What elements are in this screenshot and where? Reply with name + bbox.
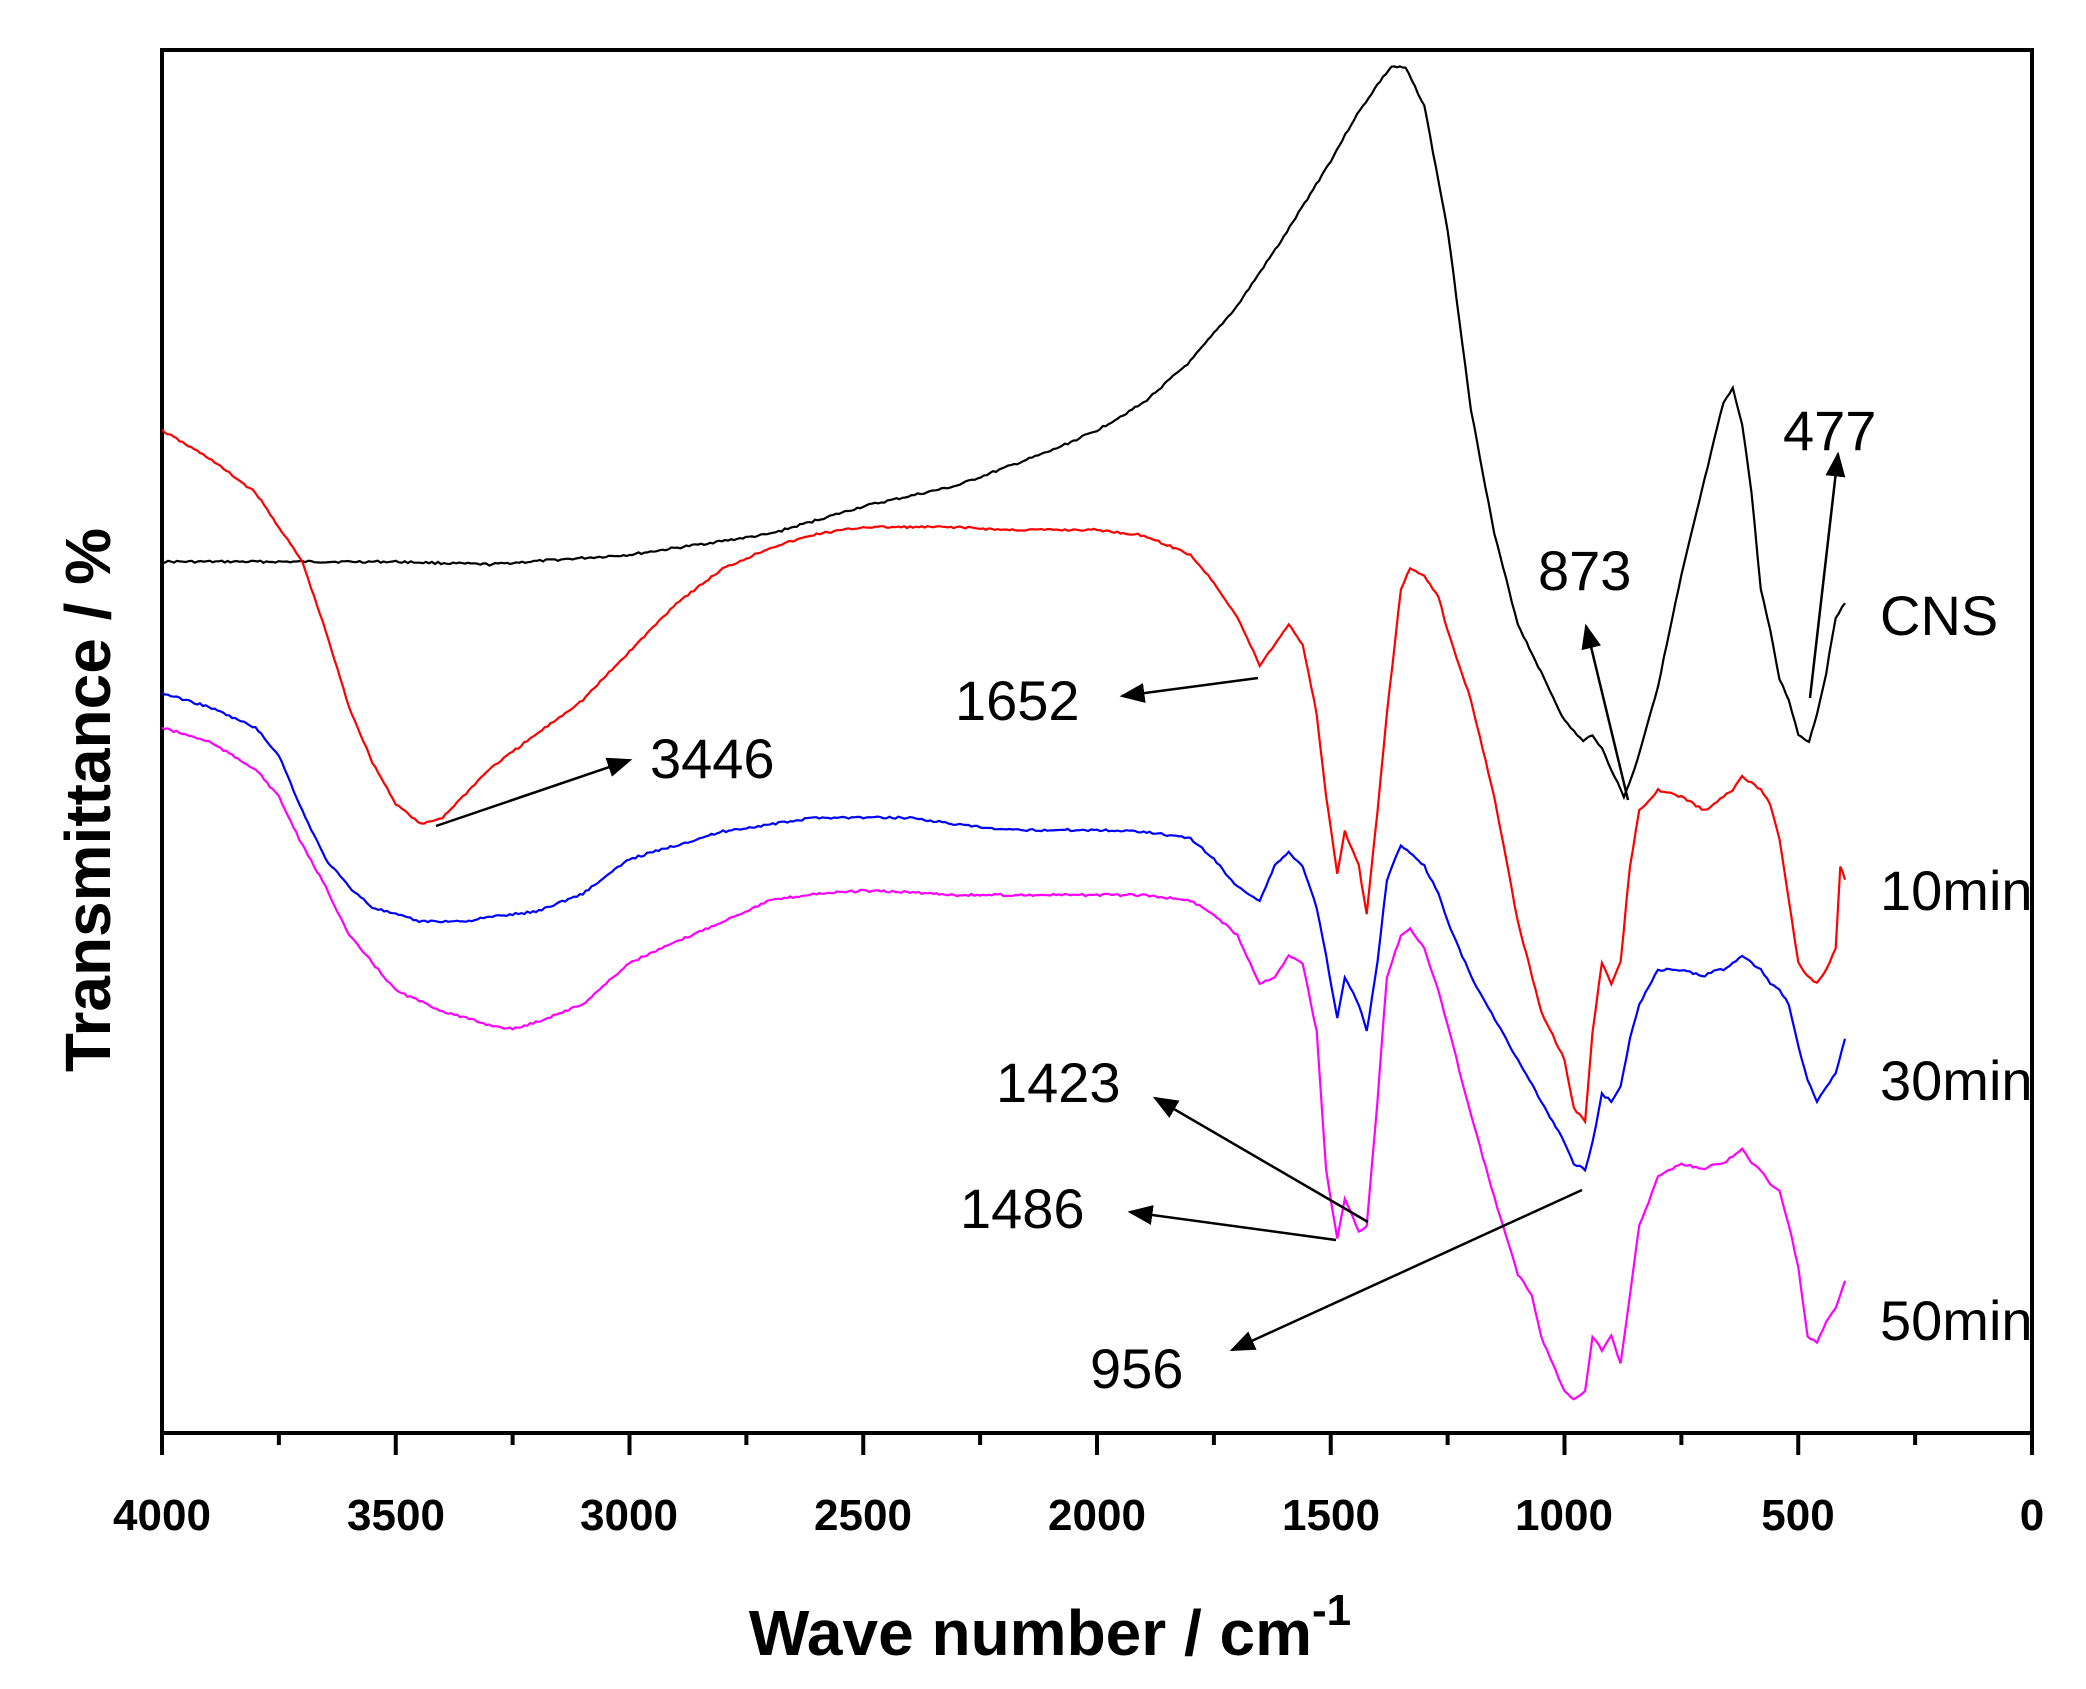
series-line-10min	[161, 428, 1847, 1125]
x-tick-label: 3500	[347, 1491, 445, 1540]
x-tick-label: 1000	[1515, 1491, 1613, 1540]
series-line-cns	[162, 65, 1846, 801]
annotation-label-1423: 1423	[996, 1051, 1121, 1114]
annotation-arrow-3446	[435, 757, 633, 828]
x-tick-label: 3000	[580, 1491, 678, 1540]
x-tick-label: 4000	[113, 1491, 211, 1540]
x-axis-ticks	[160, 1433, 2034, 1455]
legend-label-10min: 10min	[1880, 859, 2033, 922]
x-tick-label: 0	[2020, 1491, 2044, 1540]
annotation-arrow-477	[1808, 451, 1846, 699]
peak-annotations: 3446 1652 1486 1423 956 873 477	[435, 399, 1876, 1400]
annotation-label-956: 956	[1090, 1337, 1183, 1400]
x-tick-label: 2500	[814, 1491, 912, 1540]
annotation-arrow-1423	[1152, 1096, 1369, 1224]
x-tick-label: 2000	[1048, 1491, 1146, 1540]
legend-label-30min: 30min	[1880, 1049, 2033, 1112]
annotation-label-1652: 1652	[955, 669, 1080, 732]
annotation-label-1486: 1486	[960, 1177, 1085, 1240]
legend-label-cns: CNS	[1880, 584, 1998, 647]
y-axis-title: Transmittance / %	[52, 528, 124, 1072]
legend-label-50min: 50min	[1880, 1289, 2033, 1352]
annotation-arrow-1486	[1127, 1205, 1337, 1242]
series-line-50min	[161, 726, 1847, 1401]
annotation-arrow-956	[1229, 1188, 1583, 1352]
annotation-label-873: 873	[1538, 539, 1631, 602]
x-axis-title: Wave number / cm-1	[749, 1586, 1351, 1669]
x-tick-label: 1500	[1282, 1491, 1380, 1540]
annotation-arrow-1652	[1119, 676, 1259, 703]
annotation-label-477: 477	[1783, 399, 1876, 462]
annotation-label-3446: 3446	[650, 727, 775, 790]
annotation-arrow-873	[1581, 623, 1630, 801]
plot-frame	[160, 48, 2034, 1435]
x-tick-label: 500	[1761, 1491, 1834, 1540]
series-line-30min	[161, 691, 1847, 1173]
x-tick-labels: 4000 3500 3000 2500 2000 1500 1000 500 0	[113, 1491, 2044, 1540]
series-layer	[161, 65, 1847, 1401]
